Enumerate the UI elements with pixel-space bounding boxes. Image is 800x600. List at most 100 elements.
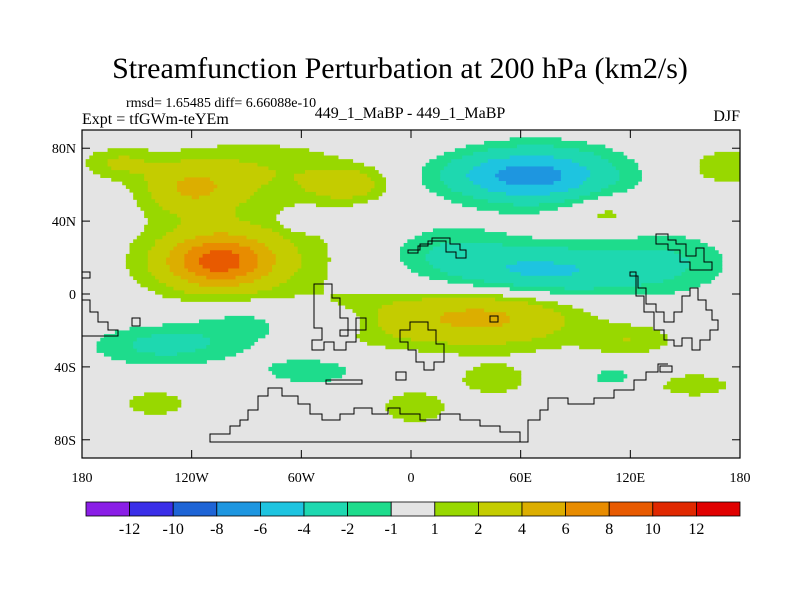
field-cell (571, 159, 609, 164)
field-cell (330, 297, 423, 302)
field-cell (400, 250, 430, 255)
field-cell (579, 162, 613, 168)
field-cell (206, 275, 237, 281)
field-cell (685, 374, 705, 379)
field-cell (213, 188, 259, 193)
field-cell (246, 235, 284, 240)
field-cell (670, 388, 719, 393)
field-cell (246, 272, 270, 277)
field-cell (125, 359, 207, 364)
field-cell (579, 148, 613, 153)
field-cell (421, 166, 445, 171)
field-cell (235, 275, 262, 281)
field-cell (421, 170, 441, 175)
x-tick-label: 180 (72, 471, 93, 486)
field-cell (297, 246, 328, 251)
field-cell (487, 199, 566, 204)
field-cell (294, 272, 328, 277)
colorbar-label: -8 (210, 521, 223, 538)
field-cell (129, 155, 339, 160)
field-cell (133, 406, 178, 412)
field-cell (114, 330, 270, 335)
field-cell (385, 406, 445, 412)
field-cell (403, 261, 430, 266)
field-cell (202, 253, 240, 259)
field-cell (498, 170, 562, 175)
field-cell (564, 199, 584, 204)
field-cell (279, 232, 306, 237)
x-tick-label: 0 (408, 471, 415, 486)
field-cell (239, 242, 266, 248)
field-cell (173, 246, 193, 251)
field-cell (378, 319, 441, 324)
field-cell (177, 213, 237, 219)
field-cell (213, 232, 229, 237)
field-cell (209, 337, 259, 342)
field-cell (169, 268, 189, 273)
field-cell (294, 177, 372, 182)
field-cell (133, 275, 156, 281)
field-cell (111, 166, 270, 171)
field-cell (261, 224, 284, 229)
field-cell (443, 181, 474, 186)
field-cell (436, 155, 463, 160)
field-cell (100, 337, 138, 342)
experiment-label: Expt = tfGWm-teYEm (82, 111, 229, 128)
field-cell (107, 162, 259, 168)
field-cell (407, 264, 434, 270)
field-cell (111, 177, 145, 182)
field-cell (356, 312, 379, 317)
field-cell (480, 363, 507, 368)
field-cell (144, 410, 167, 415)
field-cell (473, 181, 507, 186)
field-cell (506, 181, 555, 186)
field-cell (272, 363, 339, 368)
field-cell (440, 173, 467, 178)
field-cell (553, 261, 690, 266)
field-cell (429, 275, 463, 281)
colorbar-swatch (390, 501, 436, 517)
field-cell (579, 345, 661, 350)
colorbar-label: 8 (605, 521, 613, 538)
field-cell (184, 261, 200, 266)
field-cell (294, 242, 328, 248)
field-cell (506, 341, 668, 346)
field-cell (553, 181, 584, 186)
field-cell (421, 173, 441, 178)
field-cell (407, 239, 701, 244)
field-cell (155, 239, 185, 244)
field-cell (502, 242, 708, 248)
field-cell (381, 326, 562, 332)
field-cell (272, 264, 302, 270)
field-cell (443, 151, 474, 157)
field-cell (129, 242, 156, 248)
field-cell (579, 184, 609, 189)
field-cell (239, 261, 259, 266)
field-cell (125, 184, 149, 189)
field-cell (129, 170, 277, 175)
field-cell (615, 181, 639, 186)
field-cell (451, 323, 503, 328)
field-cell (454, 148, 489, 153)
field-cell (590, 170, 620, 175)
colorbar-label: 10 (645, 521, 661, 538)
field-cell (166, 261, 185, 266)
field-cell (198, 195, 251, 200)
field-cell (275, 257, 302, 262)
field-cell (151, 246, 174, 251)
field-cell (465, 173, 496, 178)
field-cell (147, 221, 182, 226)
field-cell (447, 162, 482, 168)
field-cell (140, 206, 164, 211)
field-cell (560, 177, 588, 182)
field-cell (549, 191, 591, 197)
field-cell (345, 304, 383, 310)
field-cell (506, 191, 551, 197)
field-cell (136, 279, 160, 284)
field-cell (180, 159, 240, 164)
field-cell (564, 319, 609, 324)
field-cell (509, 137, 562, 142)
field-cell (272, 250, 299, 255)
field-cell (385, 345, 562, 350)
y-tick-label: 40S (54, 361, 76, 376)
